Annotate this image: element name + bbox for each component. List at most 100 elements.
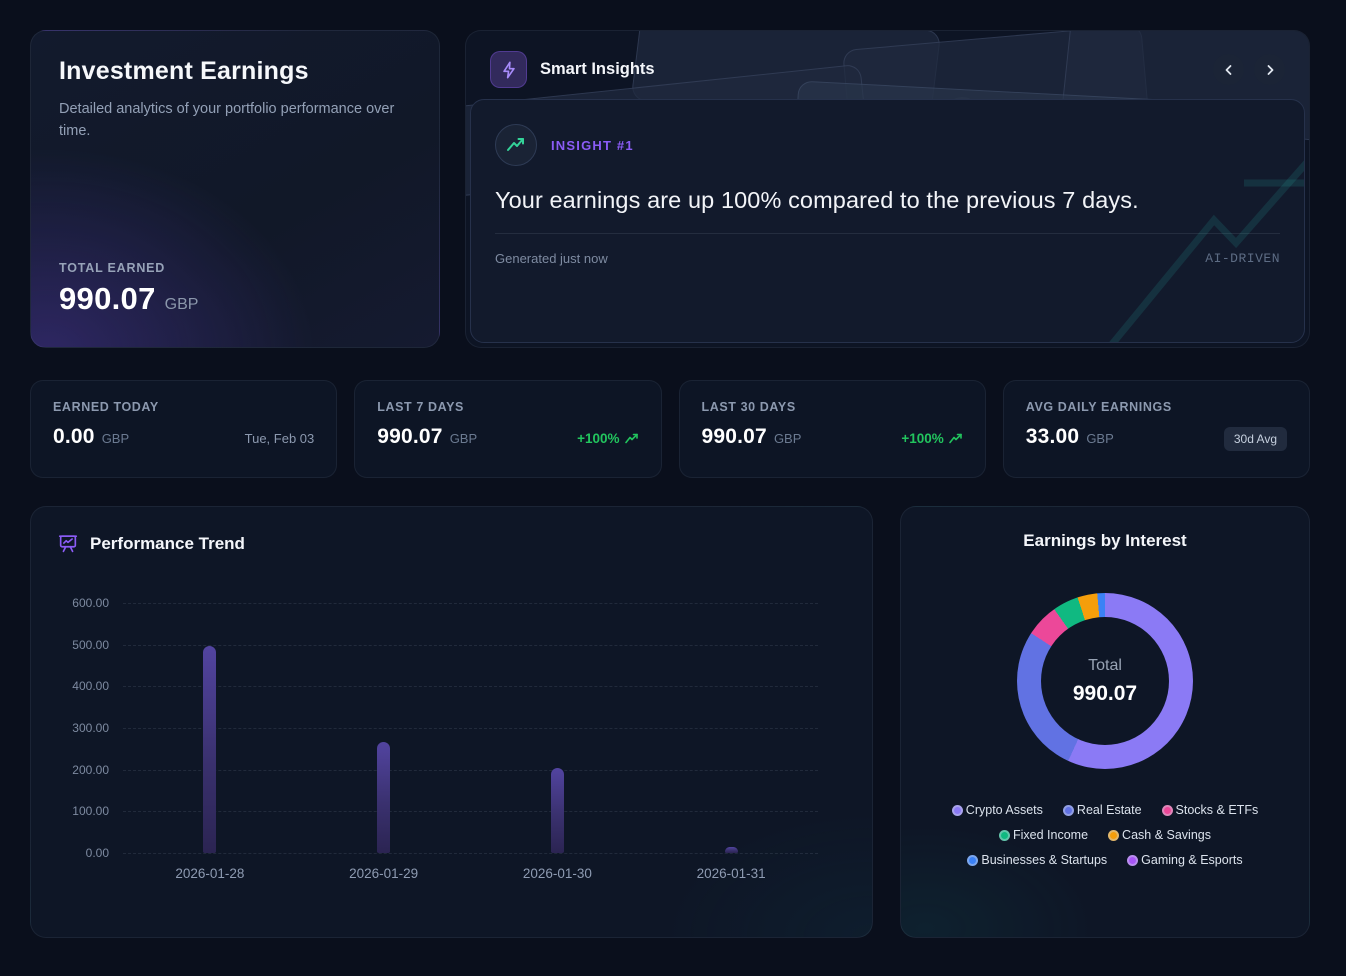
gridline xyxy=(123,769,818,771)
donut-legend: Crypto Assets Real Estate Stocks & ETFs Fix… xyxy=(925,803,1285,867)
gridline xyxy=(123,853,818,854)
legend-marker-icon xyxy=(1062,804,1074,816)
page-subtitle: Detailed analytics of your portfolio per… xyxy=(59,101,395,140)
insights-header: Smart Insights xyxy=(466,31,1309,88)
legend-item[interactable]: Businesses & Startups xyxy=(967,853,1107,867)
trend-percent: +100% xyxy=(901,431,944,446)
stat-trend: +100% xyxy=(577,431,638,446)
stat-currency: GBP xyxy=(449,431,478,446)
legend-label: Stocks & ETFs xyxy=(1175,803,1259,817)
zap-icon xyxy=(490,51,527,88)
legend-marker-icon xyxy=(999,829,1011,841)
total-earned-value: 990.07 xyxy=(59,281,156,316)
stat-card-last-7-days: LAST 7 DAYS 990.07 GBP +100% xyxy=(354,380,662,478)
legend-marker-icon xyxy=(951,804,963,816)
stat-period-badge: 30d Avg xyxy=(1223,427,1287,451)
gridline xyxy=(123,603,818,604)
legend-item[interactable]: Fixed Income xyxy=(999,828,1088,842)
legend-row: Fixed Income Cash & Savings xyxy=(925,828,1285,842)
stat-label: LAST 7 DAYS xyxy=(377,400,464,414)
legend-item[interactable]: Stocks & ETFs xyxy=(1161,803,1259,817)
y-axis-tick: 0.00 xyxy=(85,846,109,860)
stat-card-last-30-days: LAST 30 DAYS 990.07 GBP +100% xyxy=(678,380,986,478)
stat-label: EARNED TODAY xyxy=(53,400,159,414)
y-axis-tick: 400.00 xyxy=(72,679,109,694)
earnings-by-interest-card: Earnings by Interest Total 990.07 Crypto… xyxy=(900,506,1310,938)
x-axis-label: 2026-01-31 xyxy=(696,866,766,881)
legend-label: Businesses & Startups xyxy=(981,853,1108,867)
stat-value: 0.00 xyxy=(53,425,95,448)
donut-center: Total 990.07 xyxy=(1041,617,1169,745)
stat-label: AVG DAILY EARNINGS xyxy=(1025,400,1172,414)
next-insight-button[interactable] xyxy=(1254,54,1285,85)
trend-percent: +100% xyxy=(577,431,620,446)
donut-center-value: 990.07 xyxy=(1072,681,1138,705)
presentation-chart-icon xyxy=(58,535,78,553)
investment-earnings-card: Investment Earnings Detailed analytics o… xyxy=(30,30,440,348)
y-axis-tick: 200.00 xyxy=(72,762,109,777)
bar-chart-x-axis: 2026-01-28 2026-01-29 2026-01-30 2026-01-31 xyxy=(123,866,818,881)
ai-driven-tag: AI-DRIVEN xyxy=(1205,251,1280,266)
stat-value: 990.07 xyxy=(377,425,443,448)
y-axis-tick: 100.00 xyxy=(72,804,109,819)
x-axis-label: 2026-01-30 xyxy=(522,866,592,881)
bar-2026-01-31[interactable] xyxy=(724,847,738,853)
trend-arrow-icon xyxy=(948,433,962,443)
y-axis-tick: 600.00 xyxy=(72,596,109,610)
legend-marker-icon xyxy=(967,854,979,866)
total-earned: TOTAL EARNED 990.07 GBP xyxy=(59,261,198,317)
bar-2026-01-28[interactable] xyxy=(203,645,217,853)
legend-item[interactable]: Crypto Assets xyxy=(951,803,1043,817)
stat-card-earned-today: EARNED TODAY 0.00 GBP Tue, Feb 03 xyxy=(30,380,338,478)
insights-title: Smart Insights xyxy=(540,60,655,78)
gridline xyxy=(123,686,818,688)
stats-row: EARNED TODAY 0.00 GBP Tue, Feb 03 LAST 7… xyxy=(30,380,1310,478)
trending-up-icon xyxy=(495,124,537,166)
divider xyxy=(495,233,1280,234)
x-axis-label: 2026-01-29 xyxy=(349,866,419,881)
y-axis-tick: 500.00 xyxy=(72,637,109,652)
bar-chart-y-axis: 600.00 500.00 400.00 300.00 200.00 100.00 0.00 xyxy=(57,596,123,860)
legend-label: Cash & Savings xyxy=(1122,828,1211,842)
x-axis-label: 2026-01-28 xyxy=(175,866,245,881)
bar-2026-01-30[interactable] xyxy=(550,768,564,853)
bar-2026-01-29[interactable] xyxy=(377,742,391,853)
legend-item[interactable]: Real Estate xyxy=(1062,803,1142,817)
stat-trend: +100% xyxy=(901,431,962,446)
y-axis-tick: 300.00 xyxy=(72,721,109,735)
generated-timestamp: Generated just now xyxy=(495,251,608,266)
stat-label: LAST 30 DAYS xyxy=(701,400,796,414)
insight-number-badge: INSIGHT #1 xyxy=(551,137,634,153)
stat-card-avg-daily-earnings: AVG DAILY EARNINGS 33.00 GBP 30d Avg xyxy=(1002,380,1310,478)
charts-row: Performance Trend 600.00 500.00 400.00 300.… xyxy=(30,506,1310,938)
legend-marker-icon xyxy=(1108,829,1120,841)
stat-value: 33.00 xyxy=(1025,425,1080,448)
total-earned-currency: GBP xyxy=(164,296,199,313)
legend-label: Crypto Assets xyxy=(965,803,1043,817)
legend-label: Gaming & Esports xyxy=(1141,853,1243,867)
stat-currency: GBP xyxy=(1086,431,1114,446)
stat-value: 990.07 xyxy=(701,425,767,448)
performance-trend-title: Performance Trend xyxy=(90,534,245,553)
insight-panel: INSIGHT #1 Your earnings are up 100% com… xyxy=(470,99,1305,343)
insight-message: Your earnings are up 100% compared to th… xyxy=(495,187,1139,213)
legend-row: Crypto Assets Real Estate Stocks & ETFs xyxy=(925,803,1285,817)
legend-marker-icon xyxy=(1161,804,1173,816)
page-title: Investment Earnings xyxy=(59,57,309,85)
gridline xyxy=(123,728,818,729)
bar-chart-plot xyxy=(123,603,818,854)
performance-trend-card: Performance Trend 600.00 500.00 400.00 300.… xyxy=(30,506,873,938)
donut-chart[interactable]: Total 990.07 xyxy=(1017,593,1193,769)
chevron-right-icon xyxy=(1267,64,1273,75)
donut-chart-title: Earnings by Interest xyxy=(1023,531,1187,550)
donut-center-label: Total xyxy=(1088,656,1122,674)
legend-label: Fixed Income xyxy=(1013,828,1089,842)
chevron-left-icon xyxy=(1225,64,1231,75)
gridline xyxy=(123,811,818,813)
legend-item[interactable]: Cash & Savings xyxy=(1108,828,1211,842)
legend-item[interactable]: Gaming & Esports xyxy=(1127,853,1243,867)
prev-insight-button[interactable] xyxy=(1213,54,1244,85)
legend-label: Real Estate xyxy=(1076,803,1142,817)
legend-row: Businesses & Startups Gaming & Esports xyxy=(925,853,1285,867)
